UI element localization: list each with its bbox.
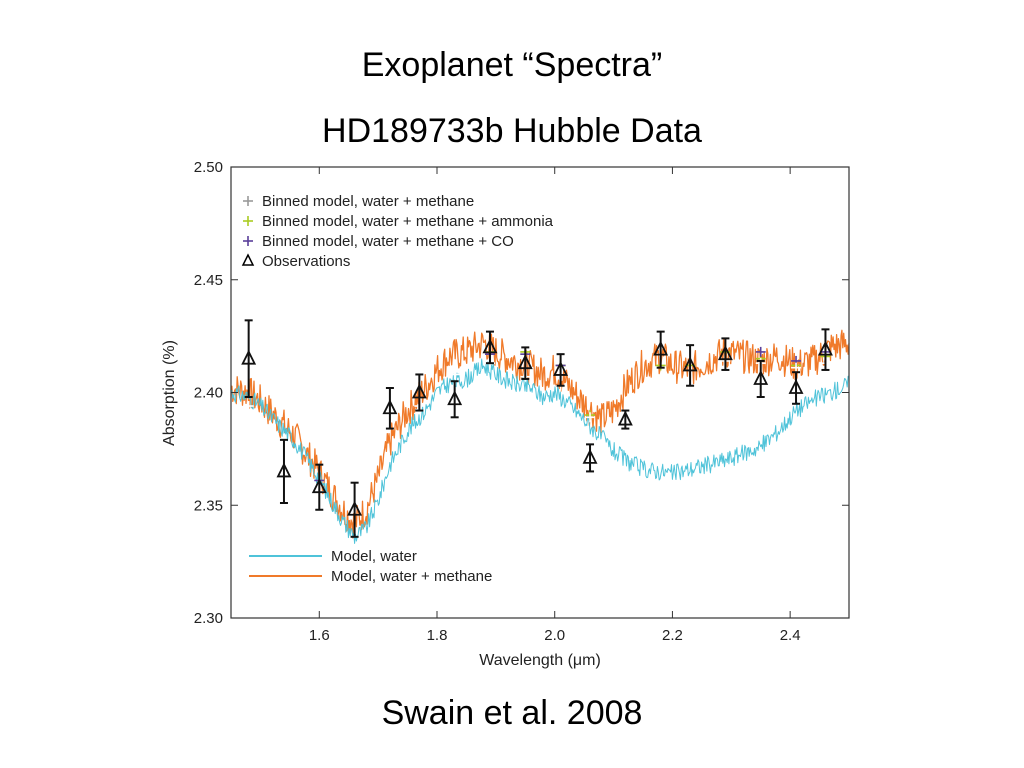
observation-point: [682, 344, 698, 387]
y-tick-label: 2.30: [194, 610, 223, 627]
slide-subtitle: HD189733b Hubble Data: [322, 112, 702, 150]
x-tick-label: 1.6: [309, 627, 330, 644]
binned-co-point: [755, 346, 766, 357]
axis-ticks: 1.6 1.8 2.0 2.2 2.4 2.30 2.35 2.40 2.45 2.50: [194, 159, 849, 644]
x-tick-label: 2.4: [780, 627, 801, 644]
legend-bottom-item: Model, water + methane: [249, 568, 492, 585]
triangle-marker: [347, 500, 363, 516]
y-axis-label: Absorption (%): [161, 340, 178, 446]
triangle-marker: [411, 383, 427, 399]
triangle-marker: [447, 390, 463, 406]
binned-water-methane-point: [791, 362, 802, 373]
binned-water-methane-point: [449, 369, 460, 380]
legend-top-item: Binned model, water + methane + ammonia: [243, 213, 554, 230]
observation-point: [411, 373, 427, 412]
triangle-marker: [241, 349, 257, 365]
triangle-marker: [682, 356, 698, 372]
observation-point: [653, 330, 669, 369]
triangle-marker: [653, 340, 669, 356]
legend-top-label: Binned model, water + methane + CO: [262, 233, 514, 250]
x-axis-label: Wavelength (μm): [479, 652, 601, 669]
observation-point: [818, 328, 833, 371]
observation-point: [717, 337, 733, 371]
y-tick-label: 2.35: [194, 497, 223, 514]
spectrum-chart: 1.6 1.8 2.0 2.2 2.4 2.30 2.35 2.40 2.45 2.50 Wave…: [161, 159, 850, 669]
observation-point: [276, 438, 292, 504]
triangle-marker: [517, 354, 533, 370]
triangle-marker: [311, 478, 327, 494]
triangle-marker: [717, 345, 733, 361]
legend-bottom-label: Model, water: [331, 548, 417, 565]
legend-markers: Binned model, water + methane Binned mode…: [241, 193, 554, 270]
plot-background: [231, 167, 849, 618]
observation-point: [311, 463, 327, 511]
triangle-marker: [382, 399, 398, 415]
triangle-marker: [276, 462, 292, 478]
series-line-water: [230, 358, 850, 544]
binned-water-methane-point: [685, 387, 696, 398]
binned-water-methane-point: [243, 401, 254, 412]
observation-point: [617, 409, 633, 430]
legend-bottom-item: Model, water: [249, 548, 417, 565]
x-tick-label: 1.8: [427, 627, 448, 644]
observation-point: [482, 330, 498, 365]
legend-top-item: Binned model, water + methane + CO: [243, 233, 514, 250]
triangle-marker: [582, 448, 598, 464]
triangle-marker: [553, 360, 569, 376]
y-tick-label: 2.45: [194, 272, 223, 289]
y-tick-label: 2.50: [194, 159, 223, 176]
binned-water-methane-point: [585, 412, 596, 423]
legend-top-label: Binned model, water + methane + ammonia: [262, 213, 554, 230]
observation-point: [447, 380, 463, 419]
y-tick-label: 2.40: [194, 385, 223, 402]
slide-title: Exoplanet “Spectra”: [361, 46, 663, 84]
series-line-water-methane: [230, 329, 850, 539]
triangle-marker: [617, 410, 633, 426]
observation-point: [582, 443, 598, 473]
observation-point: [788, 371, 804, 405]
legend-triangle-icon: [241, 253, 255, 266]
binned-water-methane-point: [655, 376, 666, 387]
series-layer: [230, 329, 850, 544]
triangle-marker: [482, 338, 498, 354]
marker-layer: [241, 319, 833, 538]
x-tick-label: 2.0: [544, 627, 565, 644]
legend-bottom-label: Model, water + methane: [331, 568, 492, 585]
observation-point: [241, 319, 257, 399]
observation-point: [382, 386, 398, 430]
legend-top-label: Binned model, water + methane: [262, 193, 474, 210]
observation-point: [753, 359, 769, 399]
legend-models: Model, water Model, water + methane: [249, 548, 492, 585]
observation-point: [347, 481, 363, 538]
legend-top-label: Observations: [262, 253, 350, 270]
triangle-marker: [788, 378, 804, 394]
x-tick-label: 2.2: [662, 627, 683, 644]
observation-point: [517, 346, 533, 380]
triangle-marker: [753, 369, 769, 385]
citation: Swain et al. 2008: [381, 694, 643, 732]
legend-top-item: Binned model, water + methane: [243, 193, 474, 210]
legend-top-item: Observations: [241, 253, 350, 270]
triangle-marker: [818, 340, 833, 356]
observation-point: [553, 353, 569, 387]
